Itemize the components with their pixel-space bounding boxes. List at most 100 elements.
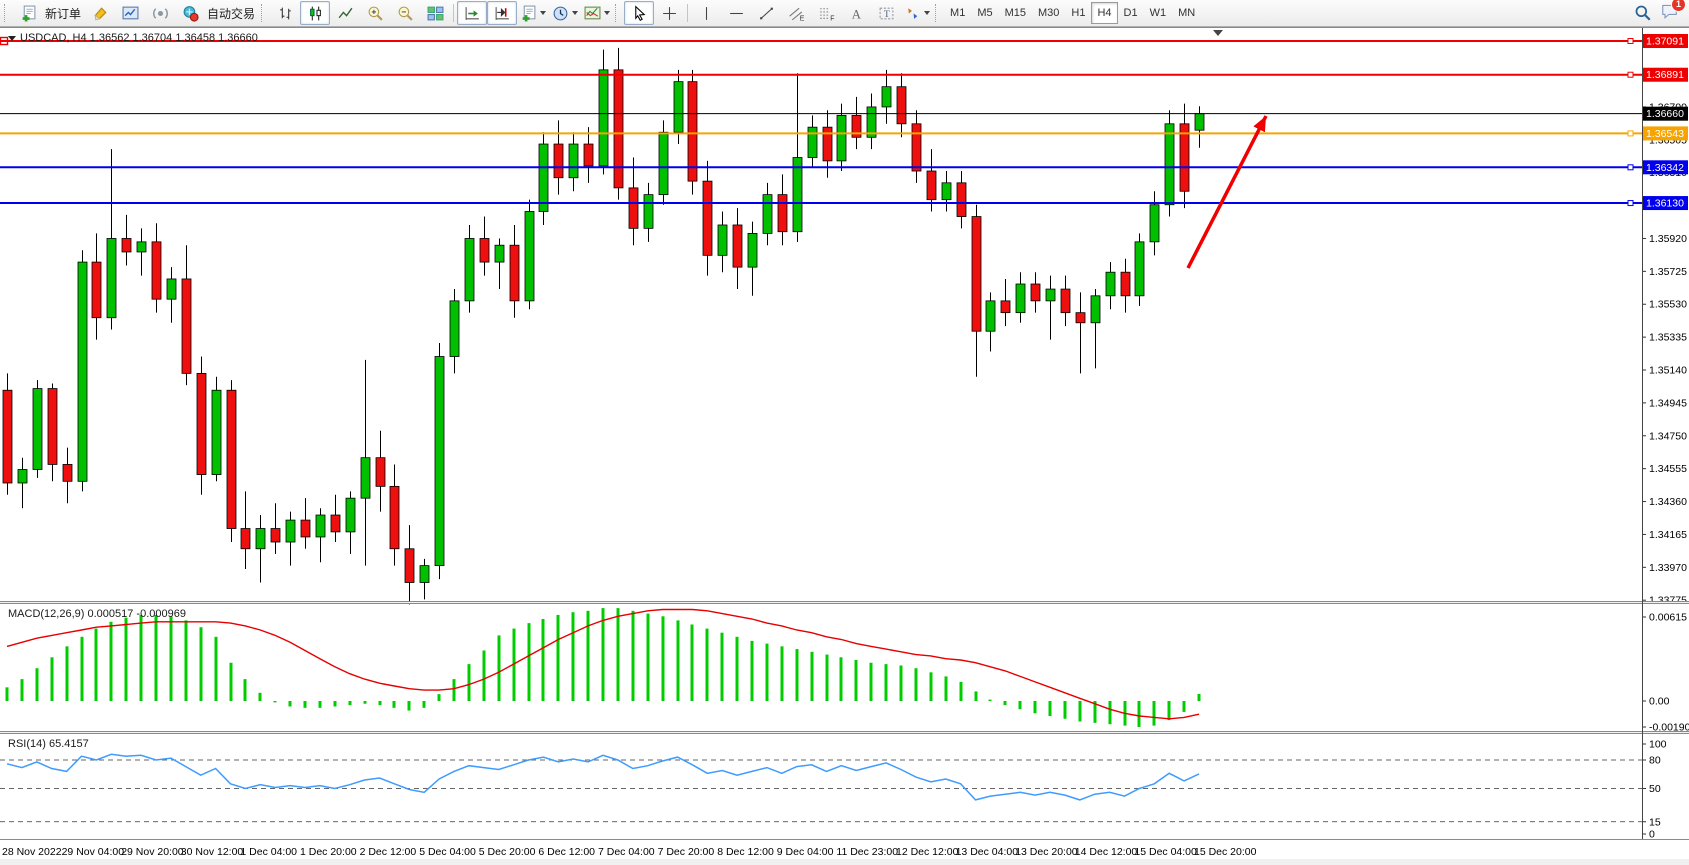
chart-window[interactable]: 1.367001.365051.363101.361151.359201.357… (0, 27, 1689, 865)
rsi-indicator (6, 753, 1200, 801)
svg-text:5 Dec 04:00: 5 Dec 04:00 (419, 846, 476, 858)
zoom-out-button[interactable] (390, 1, 420, 25)
svg-text:1.34555: 1.34555 (1649, 463, 1687, 475)
price-chart[interactable]: 1.367001.365051.363101.361151.359201.357… (0, 28, 1689, 865)
dropdown-arrow-icon (924, 11, 931, 15)
indicators-icon (584, 6, 601, 19)
autotrading-button[interactable] (175, 1, 205, 25)
horizontal-line-icon (729, 12, 743, 14)
crosshair-icon (662, 6, 676, 20)
vertical-line-icon (705, 6, 707, 20)
notifications-button[interactable]: 1 (1660, 0, 1686, 25)
channel-button[interactable]: E (781, 1, 811, 25)
zoom-out-icon (398, 6, 413, 21)
new-order-label[interactable]: 新订单 (45, 6, 82, 21)
text-button[interactable]: A (841, 1, 871, 25)
hline-1.36130[interactable]: 1.36130 (0, 196, 1688, 211)
periods-button[interactable] (549, 1, 581, 25)
macd-axis: 0.00615 0.00 -0.001906 (1642, 612, 1689, 734)
autotrading-icon (183, 5, 199, 22)
indicators-button[interactable] (581, 1, 613, 25)
cursor-button[interactable] (624, 1, 655, 25)
svg-text:80: 80 (1649, 755, 1661, 767)
svg-text:29 Nov 20:00: 29 Nov 20:00 (121, 846, 184, 858)
candlestick-icon (309, 6, 321, 20)
trend-arrow-annotation[interactable] (1186, 115, 1268, 269)
arrows-button[interactable] (901, 1, 933, 25)
hline-1.36660[interactable]: 1.36660 (0, 106, 1688, 121)
text-label-icon: T (879, 7, 893, 20)
hline-1.37091[interactable]: 1.37091 (0, 34, 1688, 48)
svg-text:1.37091: 1.37091 (1646, 36, 1684, 48)
svg-text:1.33970: 1.33970 (1649, 562, 1687, 574)
svg-text:1.36130: 1.36130 (1646, 198, 1684, 210)
timeframe-mn[interactable]: MN (1178, 7, 1196, 19)
svg-text:1.33775: 1.33775 (1649, 595, 1687, 607)
trendline-button[interactable] (751, 1, 781, 25)
svg-text:6 Dec 12:00: 6 Dec 12:00 (538, 846, 595, 858)
trendline-icon (759, 7, 773, 19)
svg-text:1.34750: 1.34750 (1649, 430, 1687, 442)
timeframe-m1[interactable]: M1 (950, 7, 966, 19)
signals-button[interactable] (145, 1, 175, 25)
svg-text:1.34165: 1.34165 (1649, 529, 1687, 541)
chart-shift-button[interactable] (487, 1, 518, 25)
zoom-in-button[interactable] (360, 1, 390, 25)
new-order-button[interactable] (13, 1, 43, 25)
svg-text:15 Dec 20:00: 15 Dec 20:00 (1194, 846, 1257, 858)
vertical-line-button[interactable] (691, 1, 721, 25)
svg-text:8 Dec 12:00: 8 Dec 12:00 (717, 846, 774, 858)
label-button[interactable]: T (871, 1, 901, 25)
dropdown-arrow-icon (604, 11, 611, 15)
bar-chart-button[interactable] (270, 1, 300, 25)
candlestick-button[interactable] (300, 1, 331, 25)
auto-trading-label[interactable]: 自动交易 (207, 6, 256, 21)
new-chart-button[interactable] (517, 1, 549, 25)
chart-shift-marker-icon[interactable] (1213, 30, 1223, 36)
zoom-in-icon (368, 6, 383, 21)
timeframe-m5[interactable]: M5 (977, 7, 993, 19)
timeframe-w1[interactable]: W1 (1149, 7, 1167, 19)
bar-chart-icon (279, 7, 291, 19)
svg-text:5 Dec 20:00: 5 Dec 20:00 (479, 846, 536, 858)
svg-text:14 Dec 12:00: 14 Dec 12:00 (1075, 846, 1138, 858)
timeframe-m15[interactable]: M15 (1004, 7, 1026, 19)
timeframe-d1[interactable]: D1 (1123, 7, 1138, 19)
svg-text:1.36660: 1.36660 (1646, 108, 1684, 120)
line-chart-button[interactable] (330, 1, 360, 25)
search-icon[interactable] (1634, 4, 1652, 22)
svg-text:1.36891: 1.36891 (1646, 69, 1684, 81)
candlesticks (2, 47, 1205, 605)
svg-text:1.35335: 1.35335 (1649, 332, 1687, 344)
hline-1.36891[interactable]: 1.36891 (0, 67, 1688, 82)
rsi-axis: 100 80 50 150 (1642, 739, 1667, 841)
charts-button[interactable] (115, 1, 145, 25)
signal-icon (152, 7, 168, 19)
timeframe-h4[interactable]: H4 (1091, 2, 1118, 24)
hline-1.36342[interactable]: 1.36342 (0, 160, 1688, 175)
timeframe-h1[interactable]: H1 (1071, 7, 1086, 19)
cursor-icon (634, 4, 646, 21)
svg-text:0.00: 0.00 (1649, 696, 1670, 708)
tile-windows-button[interactable] (420, 1, 450, 25)
timeframe-m30[interactable]: M30 (1038, 7, 1060, 19)
dropdown-arrow-icon (572, 11, 579, 15)
crosshair-button[interactable] (654, 1, 684, 25)
equidistant-channel-icon: E (788, 7, 804, 22)
hline-1.36543[interactable]: 1.36543 (0, 126, 1688, 141)
fibonacci-button[interactable]: F (811, 1, 841, 25)
new-chart-icon (522, 5, 536, 21)
marker-button[interactable] (85, 1, 115, 25)
svg-text:1 Dec 04:00: 1 Dec 04:00 (240, 846, 297, 858)
horizontal-line-button[interactable] (721, 1, 751, 25)
svg-text:29 Nov 04:00: 29 Nov 04:00 (62, 846, 125, 858)
svg-text:1.35920: 1.35920 (1649, 233, 1687, 245)
toolbar-separator (453, 4, 455, 22)
svg-text:7 Dec 04:00: 7 Dec 04:00 (598, 846, 655, 858)
dropdown-arrow-icon (540, 11, 547, 15)
svg-text:13 Dec 04:00: 13 Dec 04:00 (956, 846, 1019, 858)
auto-scroll-button[interactable] (457, 1, 488, 25)
svg-text:1.35725: 1.35725 (1649, 266, 1687, 278)
tile-windows-icon (427, 6, 443, 20)
svg-text:100: 100 (1649, 739, 1667, 751)
